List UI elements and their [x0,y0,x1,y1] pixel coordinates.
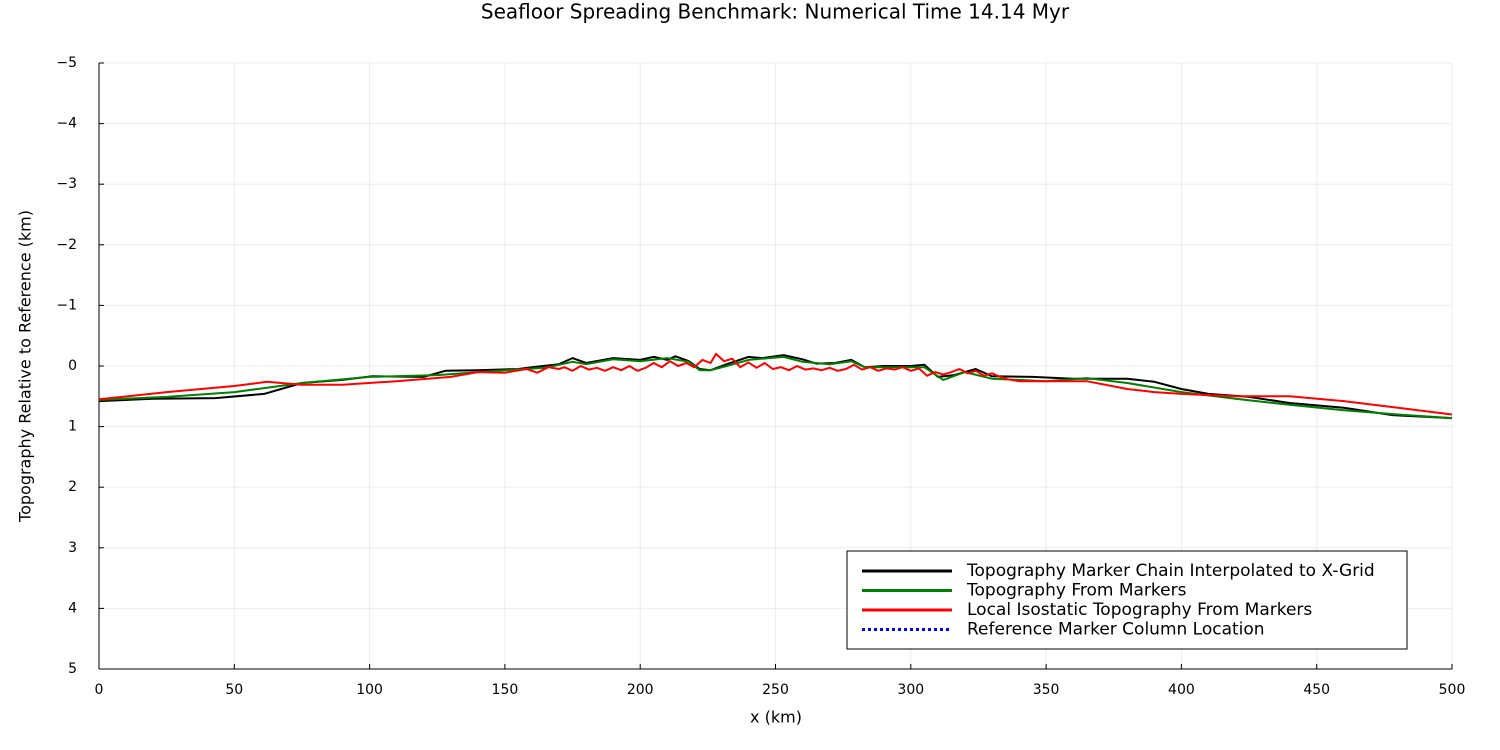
x-axis-label: x (km) [750,708,802,727]
x-tick-label: 150 [492,682,519,698]
y-tick-label: −5 [56,55,77,71]
legend-label: Topography From Markers [966,581,1187,601]
y-axis-label: Topography Relative to Reference (km) [16,210,35,523]
y-tick-label: 4 [68,600,77,616]
x-tick-label: 250 [762,682,789,698]
series-line [98,352,1453,416]
legend-label: Reference Marker Column Location [967,620,1265,640]
series-line [98,354,1453,420]
y-tick-label: 5 [68,661,77,677]
x-tick-label: 400 [1168,682,1195,698]
y-tick-label: −4 [56,116,77,132]
y-tick-label: 0 [68,358,77,374]
y-tick-label: 1 [68,419,77,435]
chart-title: Seafloor Spreading Benchmark: Numerical … [481,0,1070,24]
legend-label: Topography Marker Chain Interpolated to … [966,561,1375,581]
y-tick-label: 2 [68,479,77,495]
x-tick-label: 100 [356,682,383,698]
y-tick-label: 3 [68,540,77,556]
series-line [98,355,1453,420]
x-tick-label: 450 [1303,682,1330,698]
x-tick-label: 350 [1033,682,1060,698]
legend-label: Local Isostatic Topography From Markers [967,600,1312,620]
y-tick-label: −3 [56,176,77,192]
x-tick-label: 300 [897,682,924,698]
x-tick-label: 50 [225,682,243,698]
x-tick-label: 200 [627,682,654,698]
legend: Topography Marker Chain Interpolated to … [846,550,1408,650]
x-tick-label: 0 [95,682,104,698]
legend-box [846,550,1408,650]
x-tick-label: 500 [1439,682,1466,698]
y-tick-label: −2 [56,237,77,253]
y-tick-label: −1 [56,297,77,313]
